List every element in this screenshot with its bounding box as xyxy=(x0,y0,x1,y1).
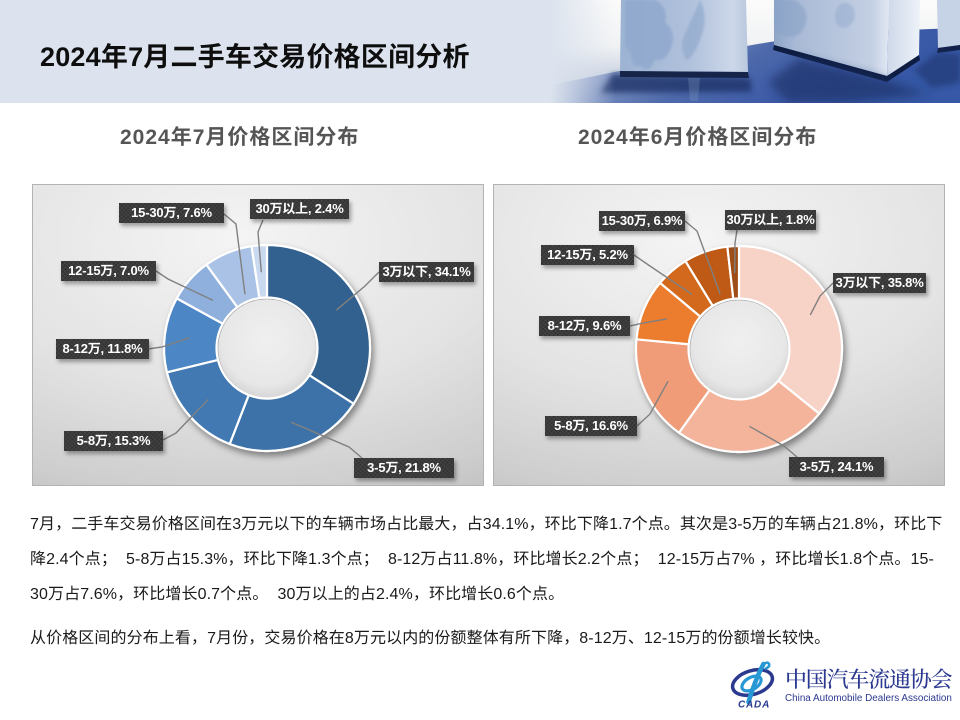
svg-text:CADA: CADA xyxy=(738,700,770,711)
